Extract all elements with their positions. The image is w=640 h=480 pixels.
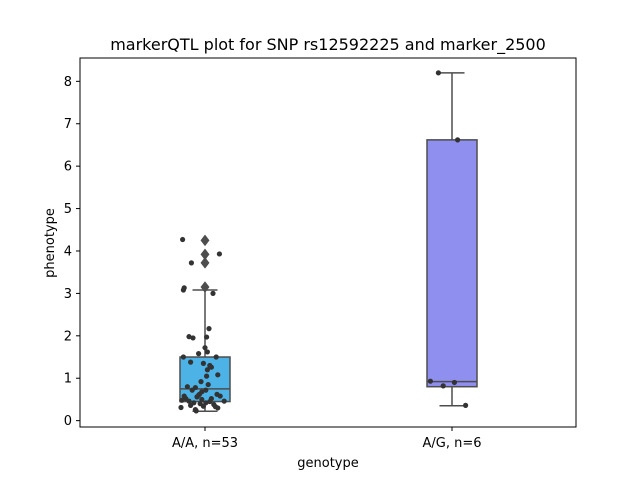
data-point (215, 405, 221, 411)
x-axis: A/A, n=53 A/G, n=6 (172, 427, 482, 451)
box (426, 139, 478, 388)
data-point (205, 381, 211, 388)
y-tick-label: 3 (64, 287, 72, 302)
data-point (180, 236, 186, 243)
data-point (207, 398, 213, 405)
data-point (199, 396, 205, 403)
y-tick-label: 4 (64, 244, 72, 259)
data-point (427, 378, 433, 384)
chart-title: markerQTL plot for SNP rs12592225 and ma… (110, 35, 546, 55)
data-point (204, 334, 210, 340)
data-point (203, 387, 209, 393)
y-axis: 0 1 2 3 4 5 6 7 8 (64, 75, 80, 429)
y-tick-label: 8 (64, 75, 72, 90)
data-point (217, 393, 223, 399)
data-point (198, 379, 204, 385)
data-point (204, 349, 210, 355)
data-point (188, 402, 194, 408)
data-point (180, 354, 186, 360)
data-point (188, 359, 194, 365)
box-group-1 (426, 72, 478, 407)
plot-frame (79, 57, 577, 428)
data-point (186, 334, 192, 340)
y-tick-label: 7 (64, 117, 72, 132)
y-tick-label: 5 (64, 202, 72, 217)
data-point (216, 251, 222, 257)
data-point (184, 384, 190, 390)
data-point (189, 387, 195, 393)
data-point (193, 408, 199, 414)
data-point (221, 398, 227, 404)
data-point (455, 137, 461, 143)
x-axis-label: genotype (297, 456, 358, 471)
outlier-marker (200, 281, 210, 293)
data-point (435, 70, 441, 76)
y-axis-label: phenotype (43, 208, 58, 278)
outlier-marker (200, 248, 210, 261)
data-point (204, 367, 210, 373)
y-tick-label: 0 (64, 414, 72, 429)
data-point (196, 392, 202, 398)
data-point (178, 404, 184, 411)
data-point (190, 335, 196, 341)
data-point (202, 345, 208, 351)
data-point (206, 326, 212, 332)
data-point (186, 398, 192, 404)
data-point (200, 360, 206, 366)
data-point (188, 260, 194, 266)
y-tick-label: 6 (64, 160, 72, 175)
data-point (451, 379, 457, 386)
data-point (213, 354, 219, 360)
data-point (440, 383, 446, 389)
plot-area (80, 58, 576, 427)
data-point (215, 372, 221, 378)
x-tick-label: A/G, n=6 (422, 436, 481, 451)
data-point (463, 402, 469, 408)
data-point (208, 364, 214, 370)
data-point (210, 290, 216, 296)
data-point (200, 403, 206, 409)
x-tick-label: A/A, n=53 (172, 436, 238, 451)
outlier-marker (200, 234, 210, 247)
points-layer (178, 70, 469, 414)
data-point (179, 397, 185, 403)
y-tick-label: 2 (64, 329, 72, 344)
data-point (196, 351, 202, 357)
data-point (180, 287, 186, 293)
outlier-marker (200, 256, 210, 269)
data-point (204, 373, 210, 379)
y-tick-label: 1 (64, 372, 72, 387)
